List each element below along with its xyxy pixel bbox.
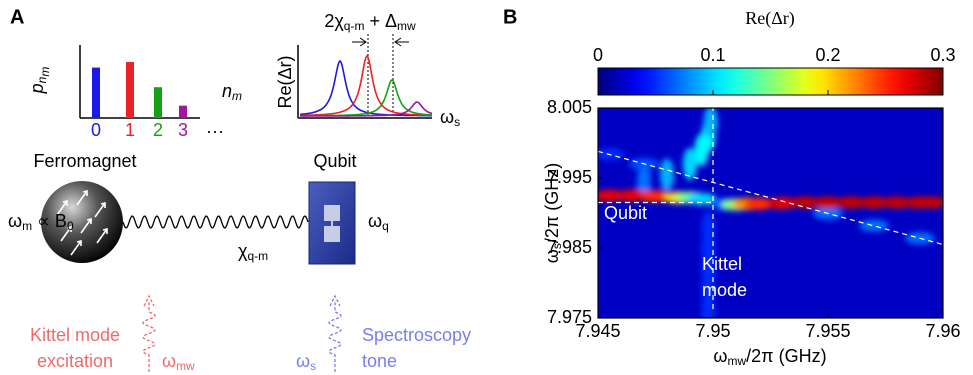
heatmap-background (598, 108, 943, 318)
heatmap-cell (701, 211, 716, 243)
heatmap-cell (916, 196, 943, 209)
x-axis-label: ωs (440, 107, 460, 129)
spin-arrow (94, 201, 106, 218)
y-tick-label: 7.975 (547, 307, 592, 327)
heatmap-cell (637, 165, 651, 198)
heatmap-cell (813, 196, 843, 209)
x-tick-label: 7.96 (925, 321, 960, 341)
colorbar-tick-label: 0 (593, 45, 603, 65)
spin-arrow (70, 239, 82, 256)
occupation-bar (154, 87, 162, 118)
occupation-bar (179, 105, 187, 118)
heatmap-cell (640, 190, 671, 203)
x-axis-label: ωmw/2π (GHz) (713, 346, 826, 368)
annotation: mode (702, 280, 747, 300)
panel-label: A (10, 6, 24, 28)
occupation-tick-label: 1 (125, 120, 135, 140)
spins (56, 189, 108, 256)
y-tick-label: 8.005 (547, 97, 592, 117)
spin-arrow (76, 189, 88, 206)
occupation-tick-label: 2 (153, 120, 163, 140)
ferromagnet-title: Ferromagnet (33, 151, 136, 171)
occupation-tick-label: 0 (91, 120, 101, 140)
colorbar-tick-label: 0.3 (930, 45, 955, 65)
x-axis-label: nm (222, 81, 242, 103)
y-tick-label: 7.985 (547, 237, 592, 257)
spin-arrow (56, 199, 68, 216)
occupation-bar (92, 67, 100, 118)
spin-arrow (96, 227, 108, 244)
splitting-label: 2χq-m + Δmw (324, 11, 416, 33)
heatmap-cell (859, 196, 889, 209)
heatmap-cell (744, 197, 774, 210)
colorbar-label: Re(Δr) (745, 8, 795, 29)
x-tick-label: 7.945 (575, 321, 620, 341)
y-tick-label: 7.995 (547, 167, 592, 187)
drive-tone: ωmw (162, 351, 195, 373)
qubit-chip (308, 181, 356, 265)
spectrum-peak (299, 59, 432, 117)
heatmap-cell (790, 196, 820, 209)
drive-arrow (142, 294, 156, 372)
heatmap-cell (767, 197, 797, 210)
occupation-bar (126, 62, 134, 118)
colorbar-tick-label: 0.1 (700, 45, 725, 65)
heatmap-cell (617, 189, 648, 202)
plot-frame (597, 107, 944, 319)
colorbar-tick-label: 0.2 (815, 45, 840, 65)
probe-arrow (328, 294, 342, 372)
coupling-label: χq-m (238, 241, 268, 263)
spectrum-peak (299, 54, 432, 117)
drive-label: excitation (37, 351, 113, 371)
annotation: Qubit (604, 203, 647, 223)
spectrum-peak (299, 101, 433, 117)
probe-label: Spectroscopy (362, 325, 471, 345)
heatmap (598, 108, 943, 318)
occupation-tick-label: 3 (178, 120, 188, 140)
heatmap-cell (836, 196, 866, 209)
heatmap-ridges (598, 108, 943, 318)
drive-label: Kittel mode (30, 325, 120, 345)
heatmap-cell (882, 196, 912, 209)
ferromagnet-sphere (41, 181, 123, 263)
heatmap-cell (859, 219, 889, 232)
colorbar (597, 67, 944, 96)
coupling-spring (122, 215, 309, 229)
heatmap-cell (703, 108, 718, 138)
guide-line (598, 150, 943, 246)
probe-tone: ωs (296, 351, 316, 373)
annotation: Kittel (702, 254, 742, 274)
spin-arrow (60, 225, 72, 242)
y-axis-label: Re(Δr) (275, 55, 295, 108)
y-axis-label: pnm (27, 67, 52, 95)
y-axis-label: ωs/2π (GHz) (542, 163, 564, 263)
magnon-frequency: ωm ∝ B0 (8, 211, 74, 233)
qubit-frequency: ωq (368, 211, 389, 233)
x-tick-label: 7.95 (695, 321, 730, 341)
qubit-title: Qubit (313, 151, 356, 171)
panel-label: B (503, 6, 517, 28)
spin-arrow (80, 217, 92, 234)
heatmap-cell (598, 189, 625, 202)
spectrum-plot: 2χq-m + Δmw Re(Δr) ωs (275, 11, 460, 129)
heatmap-cell (683, 148, 697, 180)
probe-label: tone (362, 351, 397, 371)
x-tick-label: 7.955 (805, 321, 850, 341)
ellipsis: ··· (206, 121, 224, 141)
heatmap-cell (660, 158, 674, 191)
